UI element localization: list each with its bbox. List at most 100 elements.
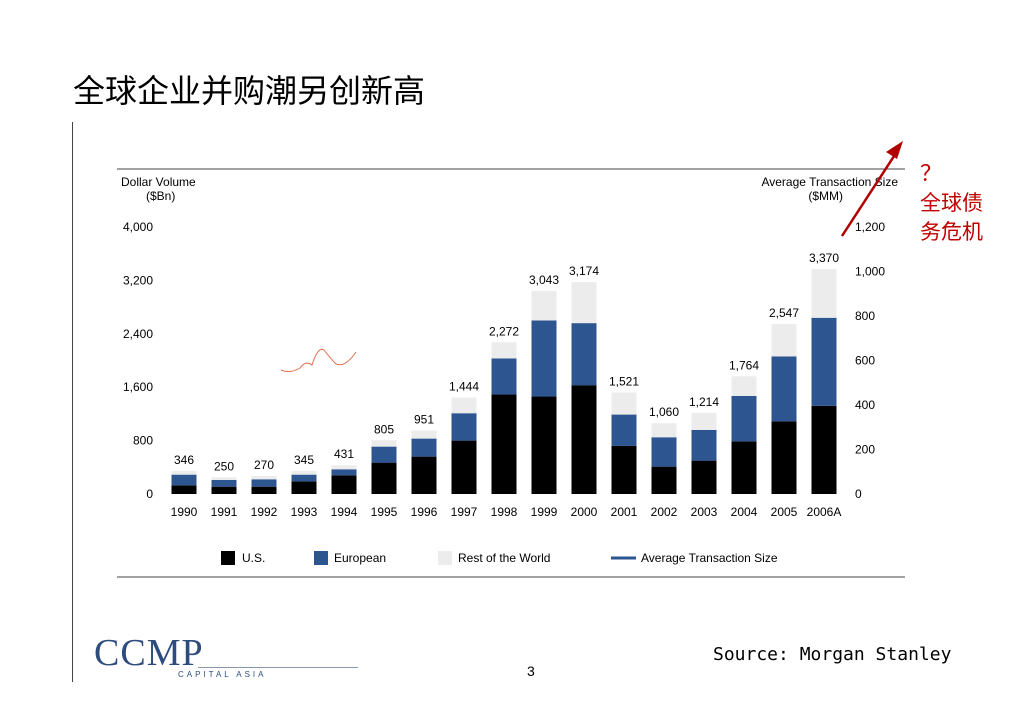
bars bbox=[171, 269, 837, 494]
bar-segment-rest-of-the-world bbox=[691, 412, 717, 430]
total-label: 2,272 bbox=[489, 324, 519, 338]
x-tick-label: 2002 bbox=[651, 505, 678, 519]
x-tick-label: 1995 bbox=[371, 505, 398, 519]
x-tick-label: 1990 bbox=[171, 505, 198, 519]
bar-segment-european bbox=[731, 395, 757, 442]
legend-label: Rest of the World bbox=[458, 551, 550, 565]
bar-segment-u-s- bbox=[331, 475, 357, 494]
bar-segment-rest-of-the-world bbox=[571, 282, 597, 324]
bar-segment-european bbox=[171, 474, 197, 486]
total-labels: 346 250 270 345 431 805 951 1,444 2,272 3,043 3,17… bbox=[174, 251, 839, 473]
total-label: 346 bbox=[174, 453, 194, 467]
logo-subtitle: CAPITAL ASIA bbox=[178, 670, 267, 679]
bar-segment-rest-of-the-world bbox=[611, 392, 637, 415]
annotation-line1: 全球债 bbox=[920, 191, 983, 215]
bar-segment-rest-of-the-world bbox=[251, 475, 277, 480]
bar-segment-u-s- bbox=[771, 421, 797, 494]
total-label: 3,174 bbox=[569, 264, 599, 278]
bar-segment-european bbox=[691, 429, 717, 461]
total-label: 951 bbox=[414, 413, 434, 427]
x-tick-label: 1993 bbox=[291, 505, 318, 519]
left-axis-ticks: 0 800 1,600 2,400 3,200 4,000 bbox=[123, 220, 153, 501]
total-label: 250 bbox=[214, 459, 234, 473]
left-tick-label: 0 bbox=[146, 487, 153, 501]
bar-segment-european bbox=[571, 323, 597, 386]
total-label: 270 bbox=[254, 458, 274, 472]
right-axis-title-line1: Average Transaction Size bbox=[761, 175, 898, 189]
bar-segment-european bbox=[371, 446, 397, 463]
bar-segment-rest-of-the-world bbox=[171, 470, 197, 475]
bar-segment-rest-of-the-world bbox=[411, 430, 437, 439]
logo: CCMP CAPITAL ASIA bbox=[94, 632, 358, 679]
bar-segment-u-s- bbox=[491, 394, 517, 494]
annotation-line2: 务危机 bbox=[920, 220, 983, 244]
x-tick-label: 1992 bbox=[251, 505, 278, 519]
x-tick-label: 1997 bbox=[451, 505, 478, 519]
total-label: 3,043 bbox=[529, 273, 559, 287]
source-note: Source: Morgan Stanley bbox=[713, 644, 952, 665]
right-tick-label: 200 bbox=[855, 443, 875, 457]
x-tick-label: 2001 bbox=[611, 505, 638, 519]
left-tick-label: 800 bbox=[133, 434, 153, 448]
total-label: 805 bbox=[374, 422, 394, 436]
left-axis-title-line1: Dollar Volume bbox=[121, 175, 196, 189]
total-label: 345 bbox=[294, 453, 314, 467]
legend-swatch bbox=[438, 551, 452, 565]
bar-segment-u-s- bbox=[691, 460, 717, 494]
right-axis-ticks: 0 200 400 600 800 1,000 1,200 bbox=[855, 220, 885, 501]
x-tick-label: 2006A bbox=[807, 505, 842, 519]
bar-segment-european bbox=[251, 479, 277, 487]
x-tick-label: 2003 bbox=[691, 505, 718, 519]
bar-segment-european bbox=[411, 438, 437, 457]
left-axis-title-line2: ($Bn) bbox=[146, 189, 175, 203]
bar-segment-rest-of-the-world bbox=[371, 440, 397, 447]
legend-label: European bbox=[334, 551, 386, 565]
bar-segment-rest-of-the-world bbox=[451, 397, 477, 414]
x-tick-label: 2005 bbox=[771, 505, 798, 519]
slide-title: 全球企业并购潮另创新高 bbox=[73, 72, 426, 110]
bar-segment-european bbox=[291, 474, 317, 482]
bar-segment-european bbox=[611, 414, 637, 446]
bar-segment-rest-of-the-world bbox=[331, 465, 357, 470]
bar-segment-u-s- bbox=[731, 441, 757, 494]
red-arrow-head bbox=[886, 141, 903, 159]
bar-segment-rest-of-the-world bbox=[811, 269, 837, 318]
page-number: 3 bbox=[527, 663, 535, 679]
total-label: 1,521 bbox=[609, 374, 639, 388]
total-label: 1,444 bbox=[449, 380, 479, 394]
total-label: 431 bbox=[334, 447, 354, 461]
legend-label: U.S. bbox=[242, 551, 265, 565]
x-axis-labels: 1990 1991 1992 1993 1994 1995 1996 1997 1998 1999… bbox=[171, 505, 842, 519]
bar-segment-european bbox=[451, 413, 477, 441]
divider-line bbox=[72, 122, 73, 682]
x-tick-label: 1996 bbox=[411, 505, 438, 519]
bar-segment-u-s- bbox=[451, 440, 477, 494]
bar-segment-u-s- bbox=[571, 385, 597, 494]
bar-segment-u-s- bbox=[371, 462, 397, 494]
bar-segment-european bbox=[531, 320, 557, 397]
x-tick-label: 1999 bbox=[531, 505, 558, 519]
left-tick-label: 3,200 bbox=[123, 273, 153, 287]
bar-segment-european bbox=[491, 358, 517, 395]
bar-segment-european bbox=[331, 469, 357, 476]
x-tick-label: 1998 bbox=[491, 505, 518, 519]
right-tick-label: 1,200 bbox=[855, 220, 885, 234]
legend-swatch bbox=[314, 551, 328, 565]
logo-rule bbox=[198, 667, 358, 668]
legend-swatch bbox=[221, 551, 235, 565]
bar-segment-u-s- bbox=[211, 486, 237, 494]
right-axis-title-line2: ($MM) bbox=[808, 189, 843, 203]
bar-segment-rest-of-the-world bbox=[771, 323, 797, 357]
total-label: 1,764 bbox=[729, 358, 759, 372]
total-label: 1,060 bbox=[649, 405, 679, 419]
scribble-mark bbox=[280, 348, 357, 373]
left-tick-label: 4,000 bbox=[123, 220, 153, 234]
bar-segment-rest-of-the-world bbox=[211, 477, 237, 480]
bar-segment-rest-of-the-world bbox=[531, 290, 557, 321]
logo-wordmark: CCMP bbox=[94, 632, 204, 674]
bar-segment-rest-of-the-world bbox=[291, 470, 317, 475]
bar-segment-u-s- bbox=[651, 466, 677, 494]
bar-segment-u-s- bbox=[251, 486, 277, 494]
bar-segment-rest-of-the-world bbox=[651, 423, 677, 438]
